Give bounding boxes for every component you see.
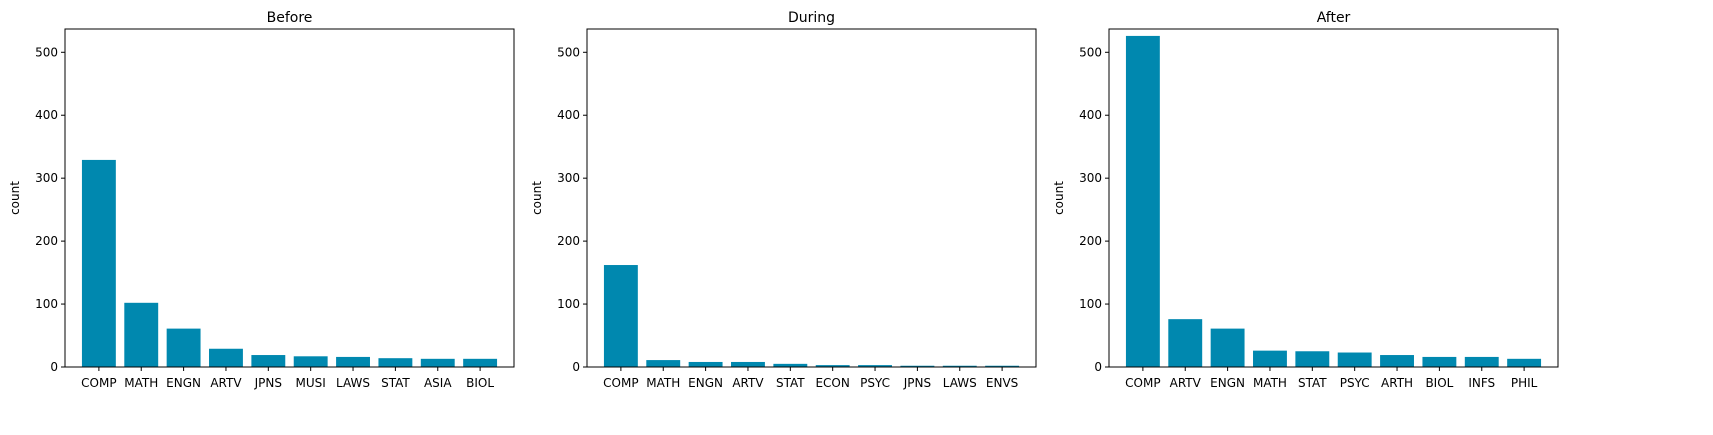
bar-biol: [1422, 356, 1457, 367]
bar-engn: [166, 328, 201, 367]
chart-panel-2: COMP MATH ENGN ARTV STAT ECON PSYC JPNS LAWS ENVS…: [530, 10, 1037, 390]
bar-psyc: [858, 365, 892, 367]
x-tick-label: BIOL: [466, 376, 494, 390]
axes-frame: [586, 28, 1037, 368]
y-tick-label: 300: [557, 171, 580, 185]
bar-envs: [985, 365, 1020, 367]
y-tick-label: 300: [35, 171, 58, 185]
x-tick-label: JPNS: [903, 376, 931, 390]
bar-artv: [1168, 319, 1203, 367]
x-tick-label: ENGN: [1210, 376, 1245, 390]
x-tick-label: COMP: [81, 376, 116, 390]
y-axis-label: count: [8, 181, 22, 215]
bar-infs: [1464, 356, 1499, 367]
x-tick-label: LAWS: [336, 376, 370, 390]
x-tick-label: MATH: [646, 376, 680, 390]
y-tick-label: 500: [1079, 45, 1102, 59]
bar-math: [646, 360, 681, 367]
bar-engn: [688, 361, 723, 367]
chart-title: During: [788, 10, 835, 26]
bar-econ: [815, 365, 850, 367]
y-tick-label: 100: [1079, 297, 1102, 311]
bar-math: [1253, 350, 1287, 367]
y-axis-label: count: [530, 181, 544, 215]
x-tick-label: STAT: [1298, 376, 1327, 390]
bar-arth: [1380, 355, 1414, 367]
chart-panel-3: COMP ARTV ENGN MATH STAT PSYC ARTH BIOL INFS PHIL…: [1052, 10, 1559, 390]
bar-comp: [603, 265, 638, 367]
bar-biol: [463, 358, 498, 367]
bar-artv: [731, 361, 765, 367]
x-tick-label: BIOL: [1425, 376, 1453, 390]
bar-stat: [773, 363, 808, 367]
y-tick-label: 0: [50, 360, 58, 374]
x-tick-label: ENGN: [688, 376, 723, 390]
x-tick-label: PHIL: [1511, 376, 1538, 390]
x-tick-label: LAWS: [943, 376, 977, 390]
x-tick-label: PSYC: [1340, 376, 1370, 390]
x-tick-label: INFS: [1468, 376, 1495, 390]
y-tick-label: 400: [557, 108, 580, 122]
x-tick-label: COMP: [1125, 376, 1160, 390]
bar-phil: [1507, 358, 1542, 367]
bar-comp: [81, 159, 116, 367]
bar-psyc: [1337, 352, 1372, 367]
bar-musi: [293, 356, 328, 367]
bar-jpns: [900, 365, 935, 367]
x-tick-label: ASIA: [424, 376, 452, 390]
chart-title: Before: [267, 10, 313, 26]
bar-engn: [1210, 328, 1245, 367]
x-tick-label: ARTV: [210, 376, 242, 390]
bar-stat: [1295, 351, 1330, 367]
y-tick-label: 500: [35, 45, 58, 59]
x-tick-label: ARTH: [1381, 376, 1413, 390]
x-tick-label: PSYC: [860, 376, 890, 390]
bar-laws: [336, 356, 370, 367]
axes-frame: [1108, 28, 1559, 368]
bar-jpns: [251, 355, 286, 367]
x-tick-label: ARTV: [732, 376, 764, 390]
x-tick-label: COMP: [603, 376, 638, 390]
x-tick-label: JPNS: [254, 376, 282, 390]
x-tick-label: MATH: [124, 376, 158, 390]
y-tick-label: 300: [1079, 171, 1102, 185]
axes-frame: [64, 28, 515, 368]
y-axis-label: count: [1052, 181, 1066, 215]
x-tick-label: ENVS: [986, 376, 1018, 390]
y-tick-label: 0: [1094, 360, 1102, 374]
y-tick-label: 400: [1079, 108, 1102, 122]
bar-stat: [378, 358, 413, 367]
x-tick-label: MUSI: [296, 376, 326, 390]
y-tick-label: 100: [35, 297, 58, 311]
x-tick-label: STAT: [776, 376, 805, 390]
y-tick-label: 100: [557, 297, 580, 311]
x-tick-label: MATH: [1253, 376, 1287, 390]
y-tick-label: 200: [557, 234, 580, 248]
x-tick-label: STAT: [381, 376, 410, 390]
bar-artv: [209, 348, 243, 367]
y-tick-label: 400: [35, 108, 58, 122]
x-tick-label: ECON: [815, 376, 849, 390]
y-tick-label: 200: [35, 234, 58, 248]
x-tick-label: ARTV: [1170, 376, 1202, 390]
y-tick-label: 200: [1079, 234, 1102, 248]
y-tick-label: 500: [557, 45, 580, 59]
bar-asia: [420, 358, 455, 367]
bar-comp: [1125, 35, 1160, 368]
bar-math: [124, 302, 159, 367]
chart-title: After: [1317, 10, 1351, 26]
x-tick-label: ENGN: [166, 376, 201, 390]
y-tick-label: 0: [572, 360, 580, 374]
bar-laws: [942, 365, 977, 367]
chart-panel-1: COMP MATH ENGN ARTV JPNS MUSI LAWS STAT ASIA BIOL…: [8, 10, 515, 390]
